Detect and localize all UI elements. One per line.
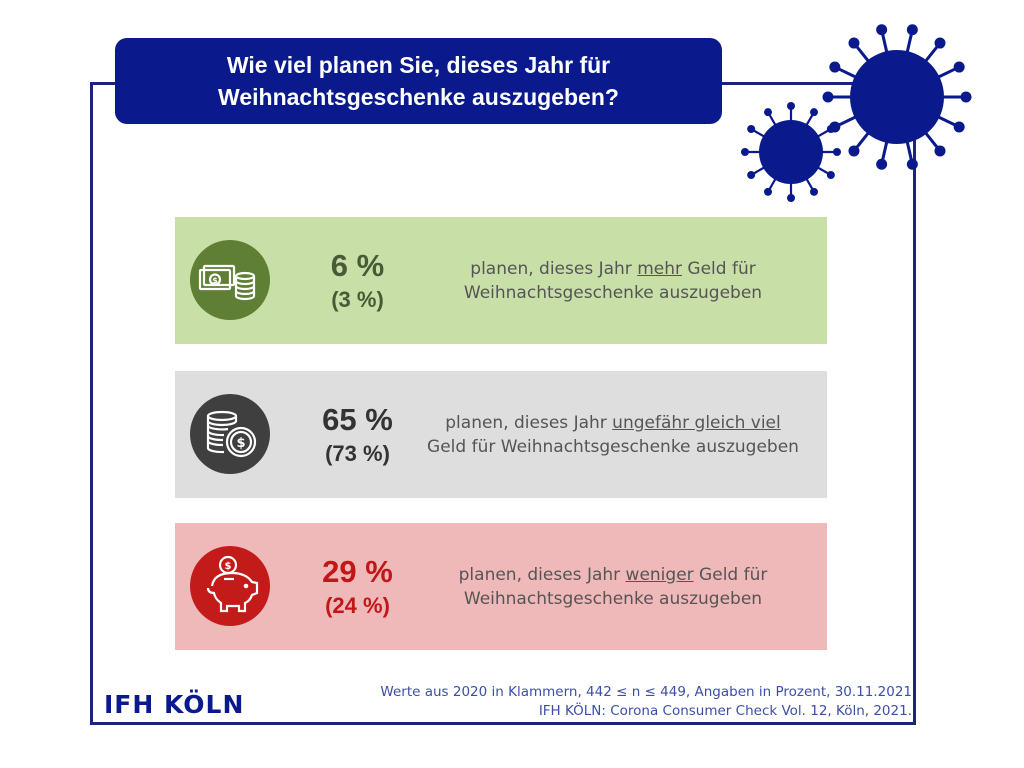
answer-card-same: $ 65 % (73 %) planen, dieses Jahr ungefä… [175, 371, 827, 498]
title-line-2: Weihnachtsgeschenke auszugeben? [218, 84, 619, 110]
value-previous: (3 %) [331, 286, 384, 312]
answer-text: planen, dieses Jahr mehr Geld für Weihna… [463, 258, 763, 303]
cash-coins-icon: $ [190, 240, 270, 320]
title-line-1: Wie viel planen Sie, dieses Jahr für [226, 52, 611, 78]
source-line-1: Werte aus 2020 in Klammern, 442 ≤ n ≤ 44… [380, 684, 912, 700]
svg-text:$: $ [236, 436, 245, 451]
answer-text: planen, dieses Jahr weniger Geld für Wei… [458, 564, 768, 609]
answer-card-more: $ 6 % (3 %) planen, dieses Jahr mehr Gel… [175, 217, 827, 344]
source-note: Werte aus 2020 in Klammern, 442 ≤ n ≤ 44… [380, 683, 912, 721]
value-previous: (73 %) [325, 440, 390, 466]
answer-text: planen, dieses Jahr ungefähr gleich viel… [427, 412, 799, 457]
chart-title: Wie viel planen Sie, dieses Jahr für Wei… [115, 38, 722, 124]
piggy-bank-icon: $ [190, 546, 270, 626]
answer-keyword: ungefähr gleich viel [612, 412, 781, 433]
ifh-logo: IFH KÖLN [104, 690, 245, 719]
answer-keyword: mehr [637, 258, 682, 279]
svg-text:$: $ [225, 561, 232, 572]
virus-large-icon [822, 24, 972, 170]
value-current: 6 % [330, 247, 385, 283]
svg-text:$: $ [212, 276, 218, 285]
value-current: 65 % [322, 401, 393, 437]
value-current: 29 % [322, 553, 393, 589]
source-line-2: IFH KÖLN: Corona Consumer Check Vol. 12,… [538, 703, 912, 719]
coin-stack-dollar-icon: $ [190, 394, 270, 474]
answer-keyword: weniger [625, 564, 694, 585]
value-previous: (24 %) [325, 592, 390, 618]
virus-small-icon [741, 102, 841, 202]
answer-card-less: $ 29 % (24 %) planen, dieses Jahr wenige… [175, 523, 827, 650]
